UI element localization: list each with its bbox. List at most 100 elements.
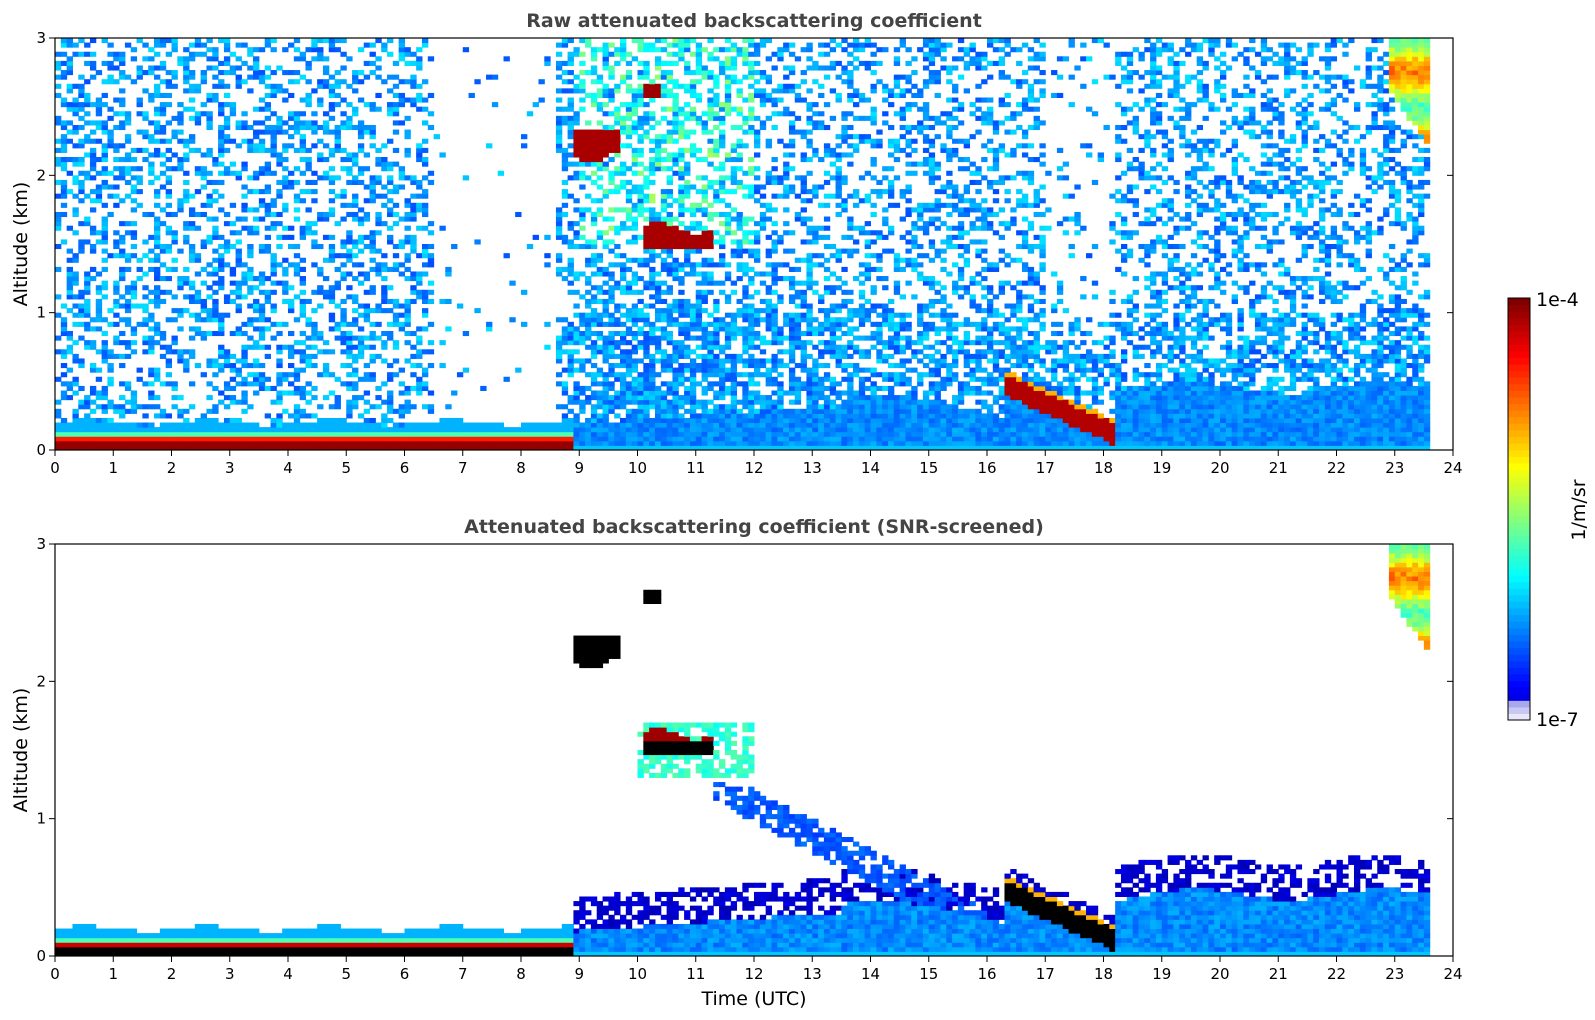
heatmap-cell — [590, 147, 598, 153]
heatmap-cell — [322, 395, 330, 401]
heatmap-cell — [445, 271, 452, 277]
heatmap-cell — [55, 92, 62, 99]
heatmap-cell — [695, 353, 703, 359]
heatmap-cell — [299, 390, 306, 396]
heatmap-cell — [678, 106, 685, 112]
heatmap-cell — [340, 330, 347, 337]
heatmap-cell — [101, 422, 108, 428]
heatmap-cell — [625, 353, 633, 359]
heatmap-cell — [293, 317, 301, 323]
heatmap-cell — [684, 207, 691, 213]
heatmap-cell — [218, 440, 225, 446]
heatmap-cell — [241, 161, 248, 167]
heatmap-cell — [89, 138, 97, 144]
heatmap-cell — [608, 207, 615, 213]
heatmap-cell — [748, 97, 755, 103]
heatmap-cell — [253, 207, 260, 213]
heatmap-cell — [363, 436, 371, 442]
heatmap-cell — [84, 42, 91, 48]
heatmap-cell — [206, 436, 213, 442]
heatmap-cell — [188, 248, 196, 254]
heatmap-cell — [282, 344, 289, 350]
heatmap-cell — [142, 349, 149, 355]
heatmap-cell — [736, 216, 743, 222]
heatmap-cell — [223, 440, 231, 446]
heatmap-cell — [282, 298, 289, 305]
heatmap-cell — [130, 221, 138, 227]
heatmap-cell — [416, 431, 423, 437]
heatmap-cell — [573, 234, 580, 240]
heatmap-cell — [416, 184, 423, 190]
heatmap-cell — [381, 285, 388, 291]
heatmap-cell — [130, 56, 138, 62]
heatmap-cell — [666, 248, 673, 254]
heatmap-cell — [637, 202, 644, 208]
heatmap-cell — [585, 440, 592, 446]
heatmap-cell — [689, 111, 697, 117]
heatmap-cell — [806, 47, 813, 53]
heatmap-cell — [730, 312, 738, 318]
heatmap-cell — [288, 349, 295, 355]
heatmap-cell — [555, 344, 563, 350]
heatmap-cell — [154, 106, 161, 112]
heatmap-cell — [177, 285, 184, 291]
heatmap-cell — [451, 417, 458, 424]
heatmap-cell — [748, 358, 755, 364]
heatmap-cell — [206, 317, 213, 323]
heatmap-cell — [392, 344, 400, 350]
heatmap-cell — [235, 381, 242, 387]
heatmap-cell — [474, 436, 481, 442]
heatmap-cell — [730, 381, 738, 387]
heatmap-cell — [608, 42, 615, 48]
heatmap-cell — [223, 102, 231, 108]
heatmap-cell — [620, 129, 627, 135]
heatmap-cell — [707, 358, 714, 364]
heatmap-cell — [235, 257, 242, 263]
heatmap-cell — [660, 225, 668, 231]
heatmap-cell — [171, 83, 178, 89]
heatmap-cell — [381, 330, 388, 337]
heatmap-cell — [532, 445, 539, 450]
heatmap-cell — [684, 230, 691, 236]
heatmap-cell — [398, 436, 406, 442]
heatmap-cell — [89, 427, 97, 433]
heatmap-cell — [654, 417, 662, 424]
heatmap-cell — [387, 266, 394, 272]
heatmap-cell — [672, 106, 679, 112]
heatmap-cell — [474, 440, 481, 446]
heatmap-cell — [754, 440, 761, 446]
heatmap-cell — [113, 97, 120, 103]
heatmap-cell — [60, 321, 68, 327]
heatmap-cell — [136, 129, 143, 135]
heatmap-cell — [223, 417, 231, 424]
heatmap-cell — [748, 106, 755, 112]
heatmap-cell — [253, 317, 260, 323]
heatmap-cell — [317, 285, 324, 291]
heatmap-cell — [666, 179, 673, 185]
heatmap-cell — [637, 257, 644, 263]
heatmap-cell — [159, 427, 167, 433]
heatmap-cell — [363, 129, 371, 135]
heatmap-cell — [95, 170, 103, 176]
heatmap-cell — [654, 280, 662, 286]
heatmap-cell — [759, 221, 767, 227]
heatmap-cell — [322, 175, 330, 181]
heatmap-cell — [253, 340, 260, 346]
heatmap-cell — [119, 395, 126, 401]
heatmap-cell — [666, 225, 673, 231]
heatmap-cell — [788, 335, 796, 341]
heatmap-cell — [759, 280, 767, 286]
heatmap-cell — [288, 344, 295, 350]
heatmap-cell — [701, 308, 708, 314]
heatmap-cell — [742, 303, 749, 309]
heatmap-cell — [293, 111, 301, 117]
heatmap-cell — [78, 303, 85, 309]
heatmap-cell — [130, 395, 138, 401]
heatmap-cell — [759, 184, 767, 190]
heatmap-cell — [585, 138, 592, 144]
heatmap-cell — [625, 358, 633, 364]
heatmap-cell — [346, 202, 353, 208]
heatmap-cell — [352, 385, 359, 391]
heatmap-cell — [404, 404, 411, 410]
heatmap-cell — [148, 445, 155, 450]
